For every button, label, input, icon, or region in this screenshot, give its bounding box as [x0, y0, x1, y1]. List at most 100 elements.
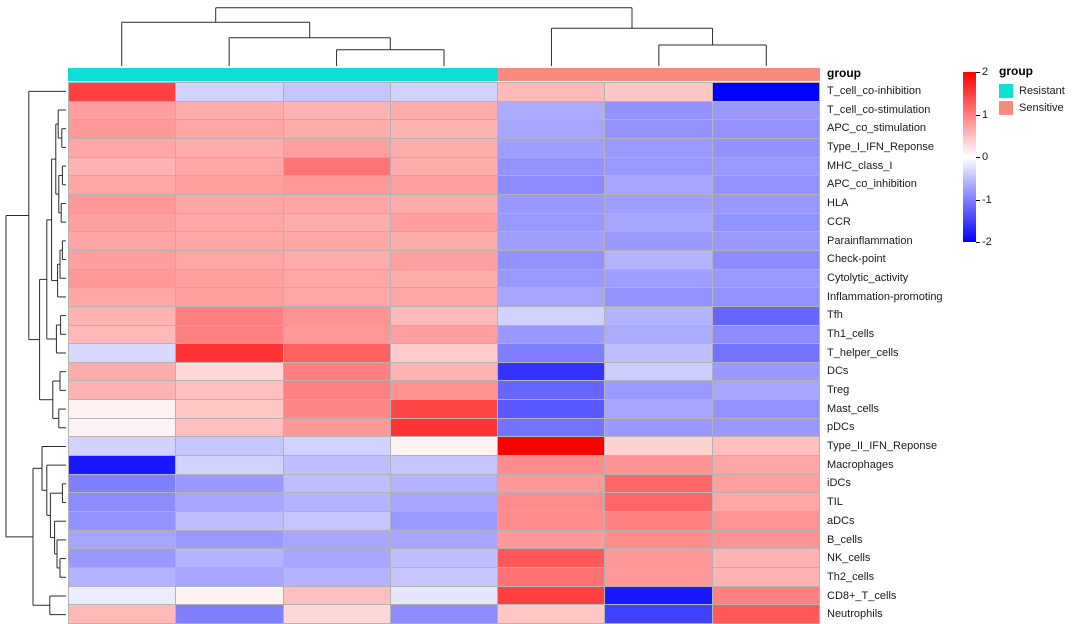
heatmap-cell	[69, 568, 176, 586]
heatmap-cell	[390, 194, 498, 213]
group-annotation-segment	[497, 68, 820, 81]
row-label: Check-point	[827, 253, 886, 266]
heatmap-cell	[69, 586, 176, 605]
heatmap-cell	[390, 381, 498, 400]
heatmap-cell	[69, 400, 176, 418]
group-legend-label: Resistant	[1019, 85, 1065, 97]
group-legend-entries: Resistant Sensitive	[999, 83, 1065, 116]
heatmap-cell	[498, 176, 605, 194]
heatmap-cell	[712, 474, 819, 493]
row-label: CCR	[827, 215, 851, 228]
heatmap-cell	[69, 605, 176, 623]
heatmap-cell	[176, 232, 283, 250]
heatmap-cell	[283, 288, 390, 306]
heatmap-cell	[69, 101, 176, 120]
heatmap-cell	[283, 194, 390, 213]
row-label: Treg	[827, 384, 850, 396]
heatmap-cell	[605, 288, 712, 306]
heatmap-cell	[69, 325, 176, 344]
heatmap-cell	[283, 101, 390, 120]
heatmap-cell	[712, 325, 819, 344]
heatmap-cell	[390, 512, 498, 530]
heatmap-cell	[283, 138, 390, 157]
heatmap-cell	[69, 250, 176, 269]
heatmap-cell	[176, 250, 283, 269]
row-label: T_cell_co-stimulation	[827, 103, 931, 116]
heatmap-cell	[390, 138, 498, 157]
heatmap-cell	[176, 120, 283, 138]
heatmap-cell	[605, 213, 712, 232]
heatmap-cell	[605, 530, 712, 549]
heatmap-cell	[712, 586, 819, 605]
heatmap-cell	[283, 549, 390, 568]
heatmap-cell	[69, 456, 176, 474]
heatmap-cell	[605, 456, 712, 474]
heatmap-cell	[712, 568, 819, 586]
heatmap-cell	[390, 362, 498, 381]
row-label: Parainflammation	[827, 234, 913, 247]
heatmap-cell	[69, 157, 176, 176]
heatmap-cell	[283, 269, 390, 288]
heatmap-cell	[712, 400, 819, 418]
heatmap-cell	[176, 157, 283, 176]
heatmap-cell	[176, 456, 283, 474]
heatmap-cell	[498, 568, 605, 586]
heatmap-cell	[498, 493, 605, 512]
row-label: Neutrophils	[827, 608, 883, 621]
heatmap-cell	[712, 288, 819, 306]
heatmap-cell	[605, 362, 712, 381]
heatmap-cell	[69, 512, 176, 530]
heatmap-cell	[712, 605, 819, 623]
heatmap-cell	[176, 138, 283, 157]
column-dendrogram	[121, 7, 767, 66]
heatmap-cell	[69, 176, 176, 194]
group-annotation-segment	[68, 68, 498, 81]
heatmap-cell	[498, 250, 605, 269]
heatmap-cell	[390, 549, 498, 568]
heatmap-cell	[390, 101, 498, 120]
colorbar-tick-mark	[976, 242, 980, 243]
heatmap-cell	[712, 232, 819, 250]
heatmap-cell	[69, 194, 176, 213]
row-label: APC_co_inhibition	[827, 178, 917, 191]
row-label: Tfh	[827, 309, 843, 322]
heatmap-cell	[605, 474, 712, 493]
heatmap-cell	[176, 194, 283, 213]
heatmap-cell	[176, 381, 283, 400]
heatmap-cell	[498, 605, 605, 623]
heatmap-cell	[712, 83, 819, 101]
heatmap-cell	[176, 418, 283, 437]
heatmap-cell	[498, 83, 605, 101]
heatmap-cell	[69, 530, 176, 549]
heatmap-cell	[498, 288, 605, 306]
heatmap-cell	[605, 344, 712, 362]
heatmap-cell	[176, 213, 283, 232]
heatmap-cell	[69, 549, 176, 568]
group-annotation-bar	[68, 68, 820, 81]
heatmap-cell	[605, 306, 712, 325]
heatmap-cell	[69, 474, 176, 493]
row-label: T_cell_co-inhibition	[827, 85, 922, 97]
heatmap-cell	[605, 250, 712, 269]
heatmap-cell	[390, 232, 498, 250]
heatmap-cell	[69, 362, 176, 381]
heatmap-cell	[390, 213, 498, 232]
heatmap-cell	[712, 456, 819, 474]
heatmap-cell	[176, 530, 283, 549]
heatmap-cell	[605, 194, 712, 213]
heatmap-cell	[712, 157, 819, 176]
heatmap-cell	[69, 418, 176, 437]
heatmap-cell	[712, 437, 819, 456]
heatmap-cell	[176, 176, 283, 194]
heatmap-cell	[605, 400, 712, 418]
heatmap-cell	[390, 250, 498, 269]
heatmap-cell	[498, 194, 605, 213]
heatmap-cell	[283, 530, 390, 549]
heatmap-cell	[69, 493, 176, 512]
colorbar-tick-mark	[976, 199, 980, 201]
heatmap-cell	[498, 120, 605, 138]
heatmap-cell	[390, 568, 498, 586]
heatmap-cell	[283, 213, 390, 232]
row-label: Inflammation-promoting	[827, 290, 943, 303]
